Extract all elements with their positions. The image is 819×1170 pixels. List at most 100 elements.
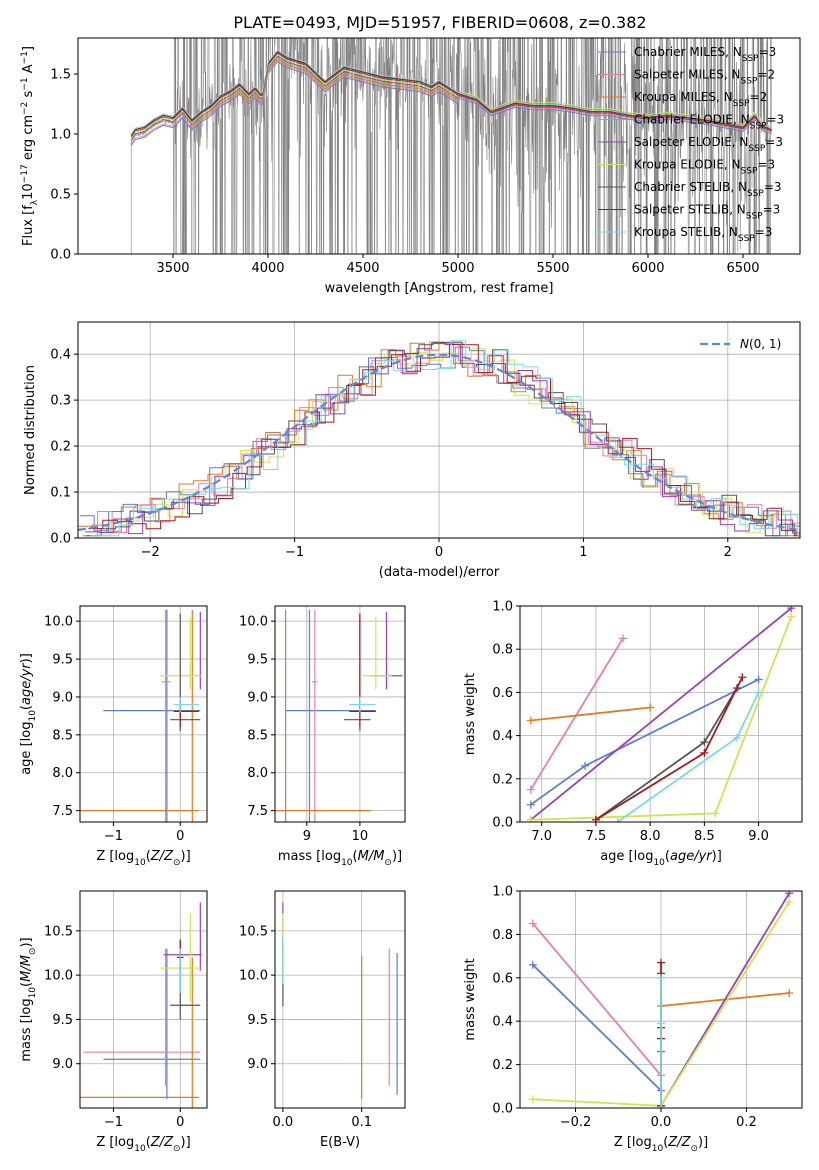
data-point bbox=[711, 809, 720, 818]
error-bar-salpeter-miles bbox=[83, 948, 201, 1086]
age-vs-mass-plot-area bbox=[275, 606, 405, 822]
y-axis-label: mass [log10(M/M⊙)] bbox=[19, 937, 38, 1061]
error-bar-kroupa-miles bbox=[80, 609, 199, 822]
error-bar-kroupa-stelib bbox=[349, 696, 376, 713]
data-point bbox=[657, 1104, 665, 1108]
y-tick-label: 9.5 bbox=[52, 653, 73, 668]
error-bar-chabrier-miles bbox=[103, 948, 201, 1100]
error-bar-chabrier-stelib bbox=[170, 613, 201, 732]
data-point bbox=[785, 891, 794, 898]
series-kroupa-elodie bbox=[526, 612, 796, 822]
y-tick-label: 9.5 bbox=[247, 653, 268, 668]
data-point bbox=[646, 703, 655, 712]
x-tick-label: 7.5 bbox=[586, 829, 607, 844]
error-bar-salpeter-miles bbox=[312, 609, 318, 822]
mass-vs-ebv-plot-area bbox=[275, 891, 405, 1108]
x-axis-label: Z [log10(Z/Z⊙)] bbox=[96, 1135, 190, 1154]
data-point bbox=[581, 761, 590, 770]
axes-frame bbox=[79, 890, 208, 1109]
legend-entry: Salpeter STELIB, NSSP=3 bbox=[634, 203, 780, 222]
y-tick-label: 0.2 bbox=[492, 1058, 513, 1073]
y-tick-label: 9.0 bbox=[247, 1057, 268, 1072]
x-axis-label: E(B-V) bbox=[320, 1135, 360, 1150]
legend-entry: Salpeter ELODIE, NSSP=3 bbox=[634, 135, 783, 154]
series-line bbox=[532, 922, 662, 1077]
series-line bbox=[532, 964, 662, 1093]
x-tick-label: 5500 bbox=[536, 261, 569, 276]
x-tick-label: 5000 bbox=[441, 261, 474, 276]
series-chabrier-miles bbox=[528, 960, 665, 1095]
spectrum-legend: Chabrier MILES, NSSP=3 Salpeter MILES, NS… bbox=[598, 45, 784, 244]
x-tick-label: 8.0 bbox=[640, 829, 661, 844]
y-tick-label: 7.5 bbox=[247, 804, 268, 819]
histogram-chabrier-stelib bbox=[86, 341, 800, 537]
data-point bbox=[787, 612, 796, 621]
error-bar-chabrier-miles bbox=[103, 609, 201, 822]
axes-frame bbox=[79, 605, 208, 823]
x-tick-label: 0.0 bbox=[273, 1115, 294, 1130]
panel-mass-weight-vs-metallicity: −0.2 0.0 0.2 0.0 0.2 0.4 0.6 0.8 1.0 Z [log10(Z/Z… bbox=[463, 885, 803, 1154]
data-point bbox=[526, 716, 535, 725]
y-tick-label: 8.0 bbox=[52, 766, 73, 781]
data-point bbox=[700, 748, 709, 757]
series-salpeter-miles bbox=[526, 634, 628, 794]
data-point bbox=[738, 673, 747, 682]
y-tick-label: 1.0 bbox=[492, 885, 513, 900]
x-tick-label: 2 bbox=[724, 545, 732, 560]
data-point bbox=[785, 988, 794, 997]
x-tick-label: 0.1 bbox=[351, 1115, 372, 1130]
model-spectrum-salpeter-stelib bbox=[130, 50, 772, 137]
y-tick-label: 7.5 bbox=[52, 804, 73, 819]
axes-frame bbox=[77, 37, 801, 255]
x-tick-label: 10 bbox=[352, 829, 369, 844]
series-kroupa-stelib bbox=[657, 973, 665, 1108]
x-tick-label: 0 bbox=[176, 1115, 184, 1130]
panel-age-vs-mass: 9 10 7.5 8.0 8.5 9.0 9.5 10.0 mass [log10(M/M⊙)] bbox=[239, 605, 406, 868]
legend-entry: Salpeter MILES, NSSP=2 bbox=[634, 68, 775, 87]
legend-entry: N(0, 1) bbox=[740, 337, 781, 351]
axes-frame bbox=[274, 605, 406, 823]
y-tick-label: 0.6 bbox=[492, 971, 513, 986]
y-tick-label: 0.0 bbox=[50, 532, 71, 547]
y-tick-label: 8.5 bbox=[247, 728, 268, 743]
data-point bbox=[754, 688, 763, 697]
y-tick-label: 0.2 bbox=[492, 772, 513, 787]
data-point bbox=[528, 919, 537, 928]
y-tick-label: 1.0 bbox=[492, 600, 513, 615]
y-tick-label: 0.6 bbox=[492, 686, 513, 701]
error-bar-kroupa-elodie bbox=[160, 617, 202, 690]
error-bar-salpeter-elodie bbox=[163, 902, 202, 971]
model-spectrum-salpeter-miles bbox=[130, 59, 772, 145]
error-bar-chabrier-miles bbox=[285, 609, 376, 822]
series-salpeter-stelib bbox=[591, 673, 747, 822]
y-tick-label: 9.5 bbox=[52, 1013, 73, 1028]
error-bar-kroupa-elodie bbox=[362, 617, 392, 690]
y-tick-label: 10.0 bbox=[44, 969, 73, 984]
data-point bbox=[526, 815, 535, 822]
x-tick-label: 9.0 bbox=[748, 829, 769, 844]
model-spectrum-chabrier-miles bbox=[130, 61, 772, 147]
data-point bbox=[657, 973, 665, 982]
data-point bbox=[657, 958, 665, 967]
model-spectrum-chabrier-stelib bbox=[130, 52, 772, 138]
x-tick-label: 4500 bbox=[346, 261, 379, 276]
y-tick-label: 0.0 bbox=[492, 816, 513, 831]
data-point bbox=[528, 1095, 537, 1104]
y-tick-label: 0.0 bbox=[492, 1102, 513, 1117]
y-tick-label: 0.8 bbox=[492, 928, 513, 943]
axes-frame bbox=[274, 890, 406, 1109]
data-point bbox=[754, 675, 763, 684]
axes-frame bbox=[519, 605, 803, 823]
x-tick-label: 9 bbox=[303, 829, 311, 844]
x-axis-label: Z [log10(Z/Z⊙)] bbox=[96, 849, 190, 868]
y-tick-label: 0.0 bbox=[50, 248, 71, 263]
legend-entry: Kroupa MILES, NSSP=2 bbox=[634, 90, 767, 109]
x-axis-label: mass [log10(M/M⊙)] bbox=[278, 849, 402, 868]
data-point bbox=[526, 800, 535, 809]
y-tick-label: 9.0 bbox=[52, 1057, 73, 1072]
histogram-legend: N(0, 1) bbox=[700, 337, 781, 351]
panel-mass-vs-ebv: 0.0 0.1 9.0 9.5 10.0 10.5 E(B-V) bbox=[239, 890, 406, 1150]
mass-vs-metallicity-plot-area bbox=[80, 891, 207, 1108]
y-tick-label: 0.4 bbox=[50, 348, 71, 363]
panel-mass-vs-metallicity: −1 0 9.0 9.5 10.0 10.5 Z [log10(Z/Z⊙)] mass [lo… bbox=[19, 890, 208, 1154]
